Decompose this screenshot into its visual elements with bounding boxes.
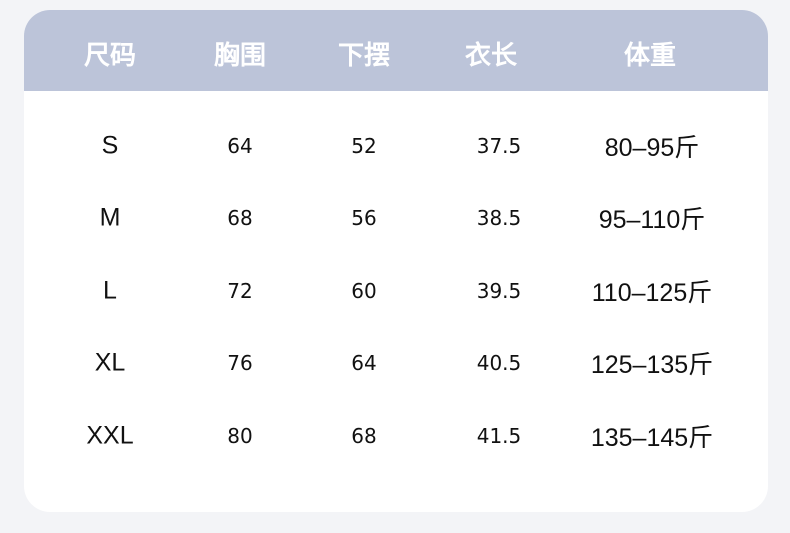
header-length: 衣长 <box>464 41 518 71</box>
cell-length: 38.5 <box>476 206 522 230</box>
cell-hem: 56 <box>351 206 377 230</box>
cell-length: 41.5 <box>476 424 522 448</box>
cell-hem: 68 <box>351 424 377 448</box>
cell-length: 37.5 <box>476 134 522 158</box>
cell-chest: 68 <box>227 206 253 230</box>
cell-size: S <box>101 131 119 160</box>
cell-chest: 64 <box>227 134 253 158</box>
header-hem: 下摆 <box>337 41 391 71</box>
size-chart-table: 尺码 胸围 下摆 衣长 体重 S 64 52 37.5 80–95斤 M 68 56 38.5 9… <box>24 10 768 512</box>
header-chest: 胸围 <box>213 41 267 71</box>
cell-chest: 76 <box>227 351 253 375</box>
cell-length: 40.5 <box>476 351 522 375</box>
cell-hem: 60 <box>351 279 377 303</box>
cell-length: 39.5 <box>476 279 522 303</box>
header-size: 尺码 <box>83 41 137 71</box>
cell-size: XL <box>94 348 126 377</box>
cell-weight: 110–125斤 <box>591 279 713 307</box>
cell-chest: 80 <box>227 424 253 448</box>
cell-size: XXL <box>86 421 134 450</box>
table-header: 尺码 胸围 下摆 衣长 体重 <box>24 10 768 91</box>
header-weight: 体重 <box>623 41 677 71</box>
cell-size: L <box>103 276 117 305</box>
cell-weight: 135–145斤 <box>590 424 714 452</box>
cell-hem: 52 <box>351 134 377 158</box>
cell-hem: 64 <box>351 351 377 375</box>
cell-weight: 95–110斤 <box>598 206 706 234</box>
cell-weight: 80–95斤 <box>604 134 700 162</box>
cell-size: M <box>99 203 121 232</box>
cell-chest: 72 <box>227 279 253 303</box>
cell-weight: 125–135斤 <box>590 351 714 379</box>
